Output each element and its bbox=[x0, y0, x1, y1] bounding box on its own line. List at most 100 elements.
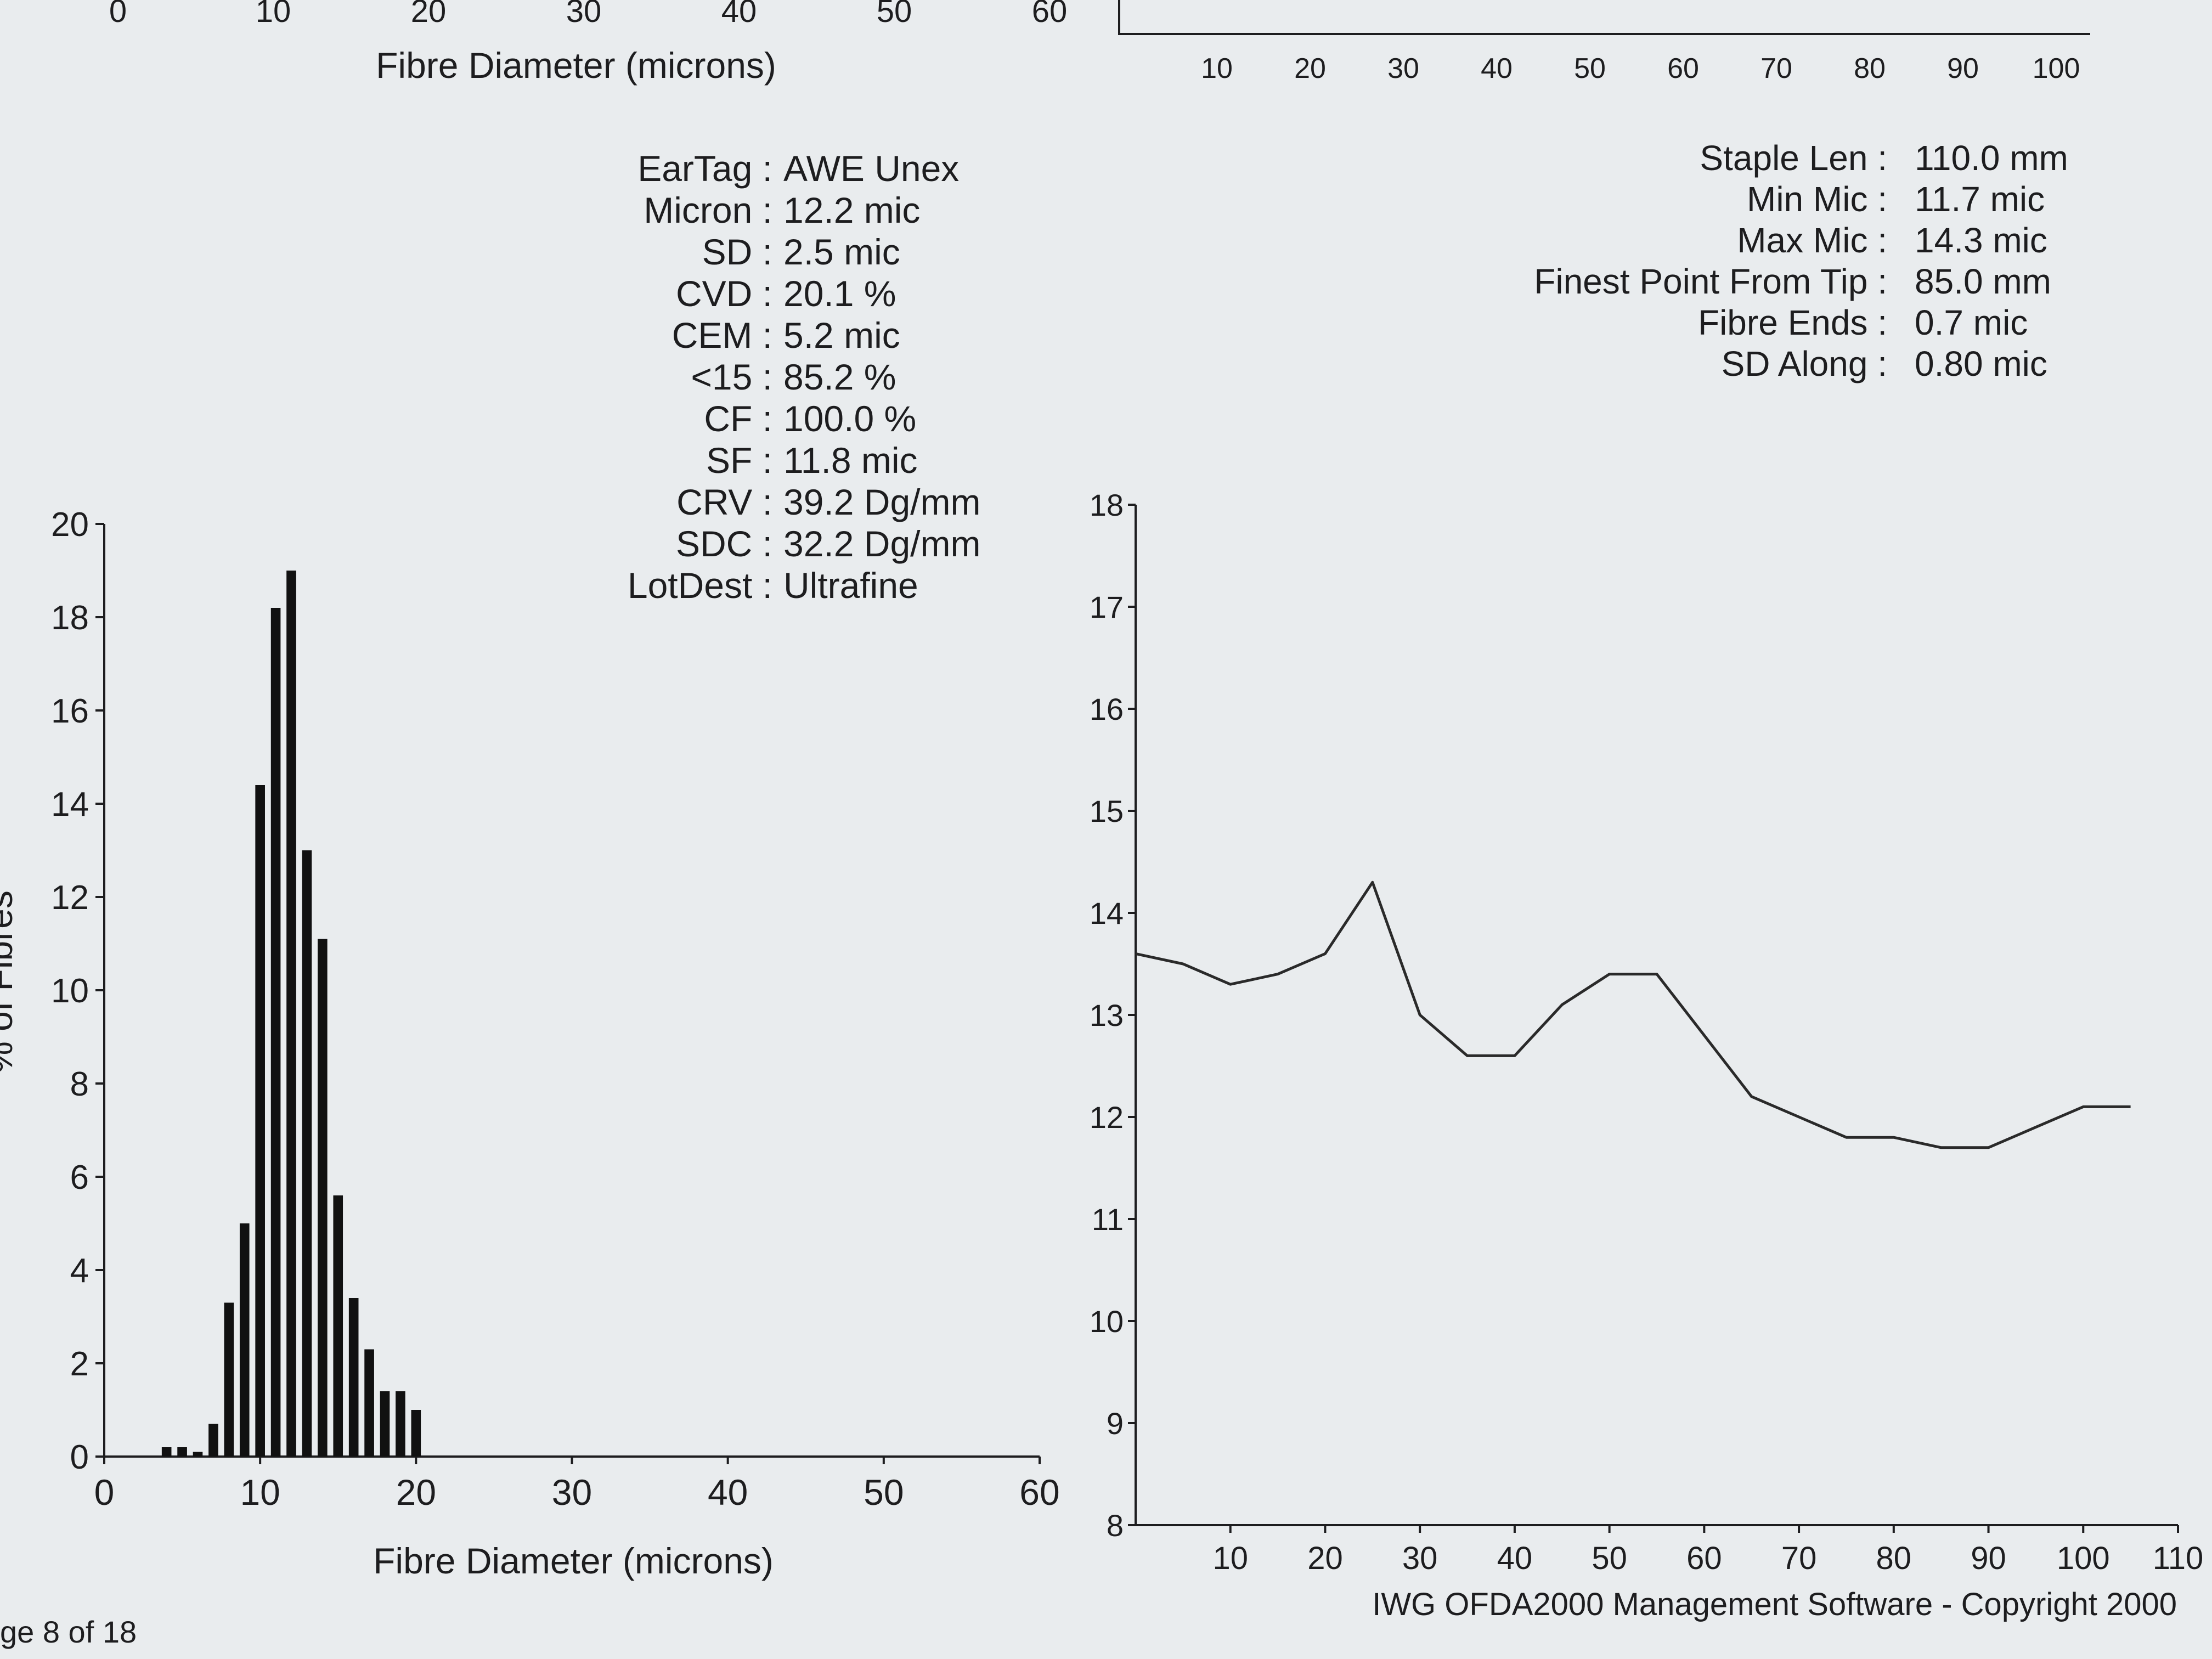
profile-x-tick-label: 30 bbox=[1402, 1541, 1438, 1576]
stat-value: 100.0 % bbox=[783, 398, 916, 439]
top-left-tick-label: 50 bbox=[877, 0, 912, 29]
profile-x-tick-label: 80 bbox=[1876, 1541, 1912, 1576]
top-right-tick-label: 100 bbox=[2033, 53, 2080, 84]
histogram-ylabel: % of Fibres bbox=[0, 890, 20, 1074]
top-right-tick-label: 60 bbox=[1667, 53, 1699, 84]
top-left-tick-label: 40 bbox=[721, 0, 757, 29]
stat-value: 11.7 mic bbox=[1915, 179, 2045, 219]
histogram-y-tick-label: 4 bbox=[70, 1252, 89, 1290]
histogram-y-tick-label: 2 bbox=[70, 1345, 89, 1383]
histogram-bar bbox=[270, 608, 281, 1457]
stat-value: 20.1 % bbox=[783, 273, 896, 314]
histogram-x-tick-label: 0 bbox=[94, 1472, 115, 1513]
histogram-bar bbox=[286, 571, 296, 1457]
software-copyright: IWG OFDA2000 Management Software - Copyr… bbox=[1372, 1587, 2177, 1622]
histogram-bar bbox=[177, 1447, 187, 1457]
stat-value: 11.8 mic bbox=[783, 440, 918, 481]
stat-value: 0.80 mic bbox=[1915, 344, 2047, 383]
stat-value: 39.2 Dg/mm bbox=[783, 482, 980, 522]
histogram-bar bbox=[208, 1424, 218, 1457]
stat-label: SDC : bbox=[676, 523, 772, 564]
histogram-bar bbox=[333, 1195, 343, 1457]
histogram-bar bbox=[396, 1391, 405, 1457]
profile-y-tick-label: 12 bbox=[1090, 1100, 1124, 1135]
profile-y-tick-label: 16 bbox=[1090, 692, 1124, 726]
page-number: ge 8 of 18 bbox=[0, 1615, 137, 1649]
histogram-x-tick-label: 50 bbox=[864, 1472, 904, 1513]
profile-y-tick-label: 15 bbox=[1090, 794, 1124, 828]
stat-value: 85.0 mm bbox=[1915, 262, 2051, 301]
histogram-bar bbox=[224, 1302, 234, 1457]
stat-value: 2.5 mic bbox=[783, 232, 900, 272]
profile-y-tick-label: 14 bbox=[1090, 896, 1124, 930]
stat-value: 0.7 mic bbox=[1915, 303, 2028, 342]
stat-label: CVD : bbox=[676, 273, 772, 314]
profile-y-tick-label: 11 bbox=[1092, 1202, 1124, 1237]
histogram-x-tick-label: 30 bbox=[552, 1472, 592, 1513]
stat-label: Max Mic : bbox=[1737, 221, 1887, 260]
top-right-tick-label: 20 bbox=[1294, 53, 1326, 84]
histogram-bar bbox=[348, 1298, 359, 1457]
histogram-x-tick-label: 20 bbox=[396, 1472, 436, 1513]
profile-stats-block: Staple Len : 110.0 mm Min Mic : 11.7 mic Max… bbox=[1534, 138, 2068, 383]
profile-x-tick-label: 20 bbox=[1307, 1541, 1343, 1576]
top-right-axis-frame bbox=[1118, 0, 2090, 35]
histogram-y-tick-label: 6 bbox=[70, 1159, 89, 1197]
top-right-tick-label: 40 bbox=[1481, 53, 1513, 84]
stat-label: <15 : bbox=[691, 357, 772, 397]
profile-y-tick-label: 18 bbox=[1090, 488, 1124, 522]
histogram-bar bbox=[318, 939, 328, 1457]
top-left-axis-tick-labels: 0 10 20 30 40 50 60 bbox=[109, 0, 1067, 29]
histogram-y-tick-label: 20 bbox=[51, 506, 89, 544]
top-left-xlabel: Fibre Diameter (microns) bbox=[376, 45, 776, 86]
stat-label: CF : bbox=[704, 398, 772, 439]
stat-value: 110.0 mm bbox=[1915, 138, 2068, 178]
top-left-tick-label: 0 bbox=[109, 0, 127, 29]
histogram-y-tick-label: 8 bbox=[70, 1065, 89, 1103]
stat-label: EarTag : bbox=[637, 148, 772, 189]
stat-label: SD Along : bbox=[1722, 344, 1887, 383]
profile-x-tick-label: 40 bbox=[1497, 1541, 1533, 1576]
top-right-axis-tick-labels: 10 20 30 40 50 60 70 80 90 100 bbox=[1201, 53, 2080, 84]
histogram-bar bbox=[302, 850, 312, 1457]
top-left-tick-label: 30 bbox=[566, 0, 602, 29]
stat-label: Staple Len : bbox=[1700, 138, 1887, 178]
stat-value: 12.2 mic bbox=[783, 190, 920, 230]
profile-x-tick-label: 100 bbox=[2057, 1541, 2110, 1576]
specimen-stats-block: EarTag : AWE Unex Micron : 12.2 mic SD : 2.5 … bbox=[628, 148, 981, 606]
profile-x-tick-label: 110 bbox=[2153, 1541, 2203, 1576]
profile-y-tick-label: 17 bbox=[1090, 590, 1124, 624]
top-right-tick-label: 30 bbox=[1387, 53, 1419, 84]
histogram-x-tick-label: 10 bbox=[240, 1472, 280, 1513]
profile-y-tick-label: 8 bbox=[1107, 1508, 1124, 1543]
top-left-tick-label: 20 bbox=[411, 0, 447, 29]
profile-y-tick-label: 10 bbox=[1090, 1304, 1124, 1339]
stat-value: 5.2 mic bbox=[783, 315, 900, 356]
profile-y-tick-label: 13 bbox=[1090, 998, 1124, 1032]
stat-label: Finest Point From Tip : bbox=[1534, 262, 1887, 301]
top-right-tick-label: 50 bbox=[1574, 53, 1606, 84]
profile-x-tick-label: 10 bbox=[1212, 1541, 1248, 1576]
histogram-bar bbox=[239, 1223, 250, 1457]
histogram-y-tick-label: 18 bbox=[51, 599, 89, 637]
stat-value: 85.2 % bbox=[783, 357, 896, 397]
top-left-tick-label: 60 bbox=[1032, 0, 1068, 29]
stat-label: SF : bbox=[706, 440, 772, 481]
histogram-bar bbox=[380, 1391, 390, 1457]
stat-label: SD : bbox=[702, 232, 772, 272]
histogram-y-tick-label: 10 bbox=[51, 972, 89, 1010]
histogram-y-tick-label: 16 bbox=[51, 692, 89, 730]
histogram-bar bbox=[411, 1410, 421, 1457]
profile-x-tick-label: 60 bbox=[1686, 1541, 1722, 1576]
stat-label: Min Mic : bbox=[1747, 179, 1887, 219]
histogram-y-tick-label: 12 bbox=[51, 879, 89, 917]
stat-label: Fibre Ends : bbox=[1698, 303, 1887, 342]
histogram-y-tick-label: 0 bbox=[70, 1438, 89, 1476]
top-right-tick-label: 80 bbox=[1854, 53, 1886, 84]
profile-x-tick-label: 90 bbox=[1971, 1541, 2006, 1576]
stat-value: AWE Unex bbox=[783, 148, 959, 189]
top-right-tick-label: 70 bbox=[1760, 53, 1792, 84]
stat-label: LotDest : bbox=[628, 565, 772, 606]
stat-value: Ultrafine bbox=[783, 565, 918, 606]
